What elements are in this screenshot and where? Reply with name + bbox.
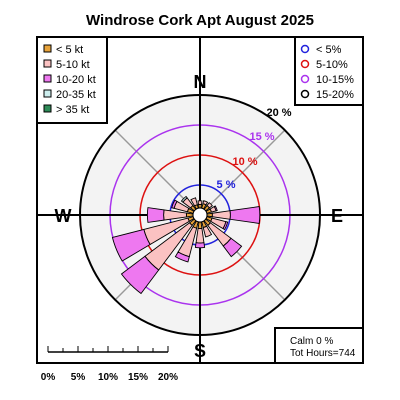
petal-w-0 bbox=[185, 212, 194, 218]
petal-e-2 bbox=[229, 206, 261, 224]
ring-marker-5-10 bbox=[300, 59, 310, 69]
ring-label-20: 20 % bbox=[266, 107, 291, 119]
petal-s-2 bbox=[194, 242, 206, 249]
petal-ssw-2 bbox=[174, 251, 190, 263]
petal-se-2 bbox=[222, 237, 243, 258]
calm-box-frame bbox=[274, 327, 364, 364]
speed-label-lt5: < 5 kt bbox=[56, 44, 83, 56]
ring-label-15-20: 15-20% bbox=[316, 89, 354, 101]
petal-e-0 bbox=[206, 212, 213, 218]
speed-swatch-20-35 bbox=[43, 89, 52, 98]
petal-nnw-1 bbox=[190, 197, 198, 207]
speed-label-5-10: 5-10 kt bbox=[56, 59, 90, 71]
speed-swatch-10-20 bbox=[43, 74, 52, 83]
petal-wsw-2 bbox=[111, 228, 151, 262]
petal-ese-2 bbox=[222, 221, 229, 231]
petal-nne-1 bbox=[202, 200, 209, 206]
speed-label-20-35: 20-35 kt bbox=[56, 89, 96, 101]
scale-label-0: 0% bbox=[41, 372, 56, 383]
compass-east: E bbox=[331, 206, 343, 226]
speed-swatch-lt5 bbox=[43, 44, 52, 53]
total-hours-text: Tot Hours=744 bbox=[290, 348, 356, 359]
speed-swatch-5-10 bbox=[43, 59, 52, 68]
ring-label-5-10: 5-10% bbox=[316, 59, 348, 71]
speed-label-gt35: > 35 kt bbox=[56, 104, 89, 116]
ring-label-15: 15 % bbox=[249, 131, 274, 143]
ring-legend: < 5% 5-10% 10-15% 15-20% bbox=[294, 36, 364, 106]
petal-w-2 bbox=[146, 207, 165, 223]
ring-label-10: 10 % bbox=[232, 156, 257, 168]
scale-label-10: 10% bbox=[98, 372, 118, 383]
compass-south: S bbox=[194, 341, 206, 361]
ring-label-5: 5 % bbox=[217, 179, 236, 191]
ring-marker-10-15 bbox=[300, 74, 310, 84]
petal-n-1 bbox=[197, 200, 203, 206]
ring-marker-lt5 bbox=[300, 44, 310, 54]
ring-label-10-15: 10-15% bbox=[316, 74, 354, 86]
petal-ne-1 bbox=[206, 202, 213, 209]
rose-center bbox=[192, 207, 208, 223]
compass-north: N bbox=[194, 72, 207, 92]
petal-wnw-2 bbox=[171, 199, 178, 209]
calm-text: Calm 0 % bbox=[290, 336, 333, 347]
rose-layer bbox=[37, 37, 363, 363]
speed-label-10-20: 10-20 kt bbox=[56, 74, 96, 86]
ring-marker-15-20 bbox=[300, 89, 310, 99]
speed-legend: < 5 kt 5-10 kt 10-20 kt 20-35 kt > 35 kt bbox=[36, 36, 108, 124]
scale-bar bbox=[47, 346, 169, 353]
petal-sse-1 bbox=[202, 225, 213, 238]
compass-west: W bbox=[55, 206, 72, 226]
ring-legend-frame bbox=[294, 36, 364, 106]
speed-swatch-gt35 bbox=[43, 104, 52, 113]
petal-s-0 bbox=[197, 221, 203, 230]
petal-nw-3 bbox=[180, 195, 188, 203]
petal-ene-2 bbox=[213, 205, 218, 212]
petal-sw-2 bbox=[120, 255, 160, 295]
calm-box: Calm 0 % Tot Hours=744 bbox=[274, 327, 364, 364]
scale-label-5: 5% bbox=[71, 372, 86, 383]
ring-label-lt5: < 5% bbox=[316, 44, 342, 56]
scale-label-20: 20% bbox=[158, 372, 178, 383]
scale-label-15: 15% bbox=[128, 372, 148, 383]
chart-title: Windrose Cork Apt August 2025 bbox=[86, 12, 314, 29]
